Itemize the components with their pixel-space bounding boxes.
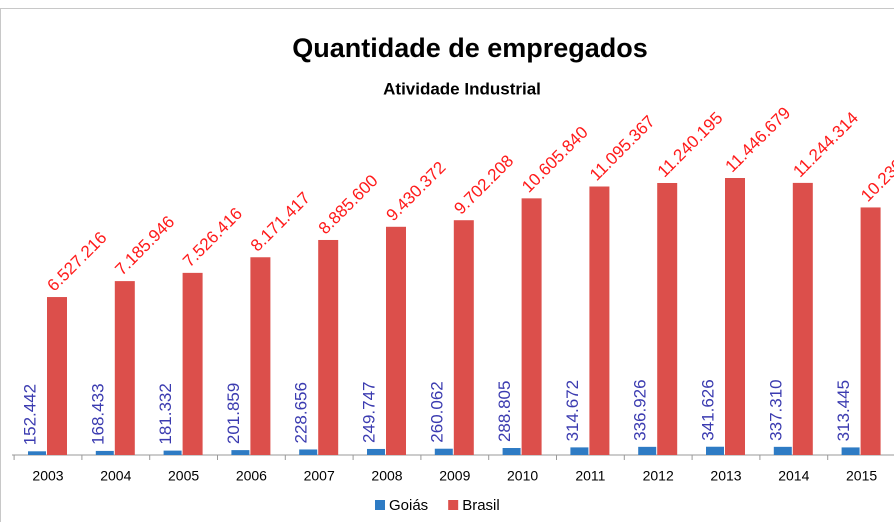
data-label: 168.433 [88,383,107,444]
legend-label: Goiás [389,497,428,514]
bar [638,446,657,455]
bar [386,226,406,455]
bar [163,450,182,455]
x-tick-label: 2013 [710,468,741,484]
bar [434,448,453,455]
bar [792,182,813,455]
data-label: 201.859 [224,383,243,444]
bar [570,447,589,455]
x-tick-label: 2008 [371,468,402,484]
legend-label: Brasil [462,497,500,514]
bar [521,198,542,455]
bar [299,449,318,455]
data-label: 336.926 [631,379,650,440]
data-label: 313.445 [834,380,853,441]
x-tick-label: 2003 [32,468,63,484]
chart-title: Quantidade de empregados [292,33,648,63]
bar [589,186,610,455]
x-tick-label: 2015 [846,468,877,484]
x-tick-label: 2009 [439,468,470,484]
data-label: 181.332 [156,383,175,444]
bar [182,272,203,455]
bar [657,182,678,455]
bar [231,450,250,455]
bar [725,178,745,455]
x-tick-label: 2005 [168,468,199,484]
x-tick-label: 2010 [507,468,538,484]
bar [250,257,271,455]
x-tick-label: 2014 [778,468,809,484]
x-tick-label: 2012 [643,468,674,484]
data-label: 288.805 [495,381,514,442]
bar [706,446,724,455]
data-label: 152.442 [20,384,39,445]
x-tick-label: 2006 [236,468,267,484]
chart-border [0,8,894,522]
legend-swatch [375,500,385,510]
bar [841,447,860,455]
data-label: 249.747 [359,382,378,443]
data-label: 314.672 [563,380,582,441]
bar [318,239,339,455]
data-label: 341.626 [698,379,717,440]
bar [367,448,385,455]
bar [114,281,135,455]
data-label: 337.310 [766,379,785,440]
data-label: 228.656 [292,382,311,443]
x-tick-label: 2007 [304,468,335,484]
bar [860,207,881,455]
bar [453,220,474,455]
bar [47,297,67,455]
data-label: 260.062 [427,381,446,442]
bar [95,450,114,455]
chart-subtitle: Atividade Industrial [383,79,541,98]
x-tick-label: 2004 [100,468,131,484]
legend-swatch [448,500,459,510]
bar [28,451,46,455]
bar [773,446,792,455]
bar [502,448,521,455]
x-tick-label: 2011 [575,468,605,484]
